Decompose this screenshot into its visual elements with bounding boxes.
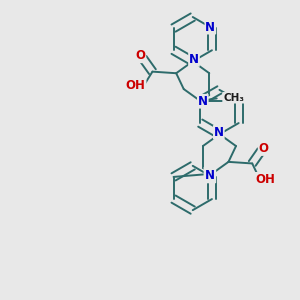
Text: N: N	[204, 168, 214, 181]
Text: N: N	[214, 126, 224, 139]
Text: OH: OH	[255, 173, 275, 186]
Text: CH₃: CH₃	[223, 93, 244, 103]
Text: OH: OH	[126, 80, 146, 92]
Text: N: N	[206, 21, 215, 34]
Text: N: N	[198, 95, 208, 108]
Text: O: O	[135, 49, 146, 62]
Text: N: N	[189, 53, 199, 66]
Text: O: O	[259, 142, 269, 155]
Text: N: N	[206, 169, 215, 182]
